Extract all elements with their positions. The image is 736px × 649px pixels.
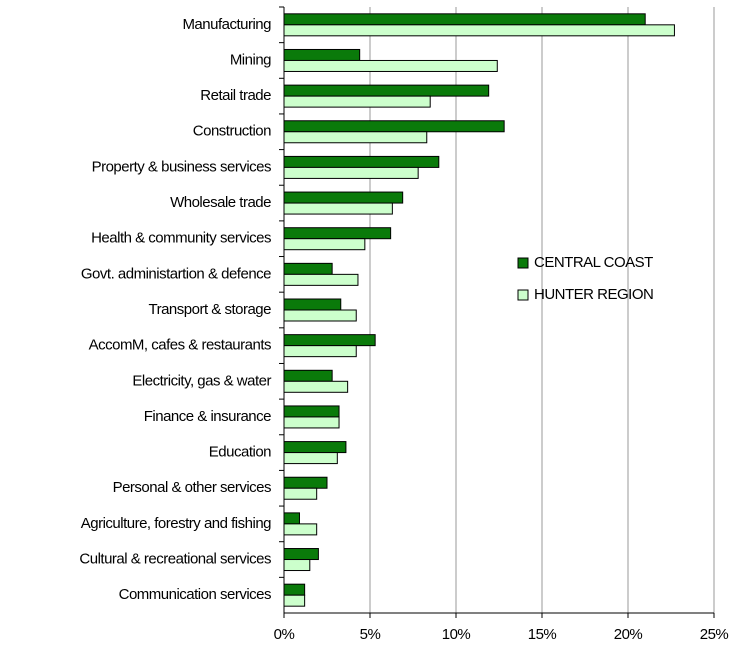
bar bbox=[283, 95, 431, 108]
bar bbox=[283, 227, 392, 240]
y-tick-label: Communication services bbox=[119, 586, 271, 603]
x-tick-label: 5% bbox=[360, 626, 381, 643]
bar bbox=[283, 120, 505, 133]
bar bbox=[283, 476, 328, 489]
y-tick-label: Health & community services bbox=[91, 230, 271, 247]
bar bbox=[283, 238, 366, 251]
x-tick-label: 15% bbox=[528, 626, 557, 643]
y-tick-label: AccomM, cafes & restaurants bbox=[89, 337, 271, 354]
bar bbox=[283, 369, 333, 382]
y-tick-label: Cultural & recreational services bbox=[79, 550, 271, 567]
bar bbox=[283, 594, 306, 607]
legend-label: HUNTER REGION bbox=[534, 286, 653, 303]
bar bbox=[283, 202, 393, 215]
bar bbox=[283, 24, 675, 37]
bar bbox=[283, 523, 318, 536]
y-tick-label: Education bbox=[209, 444, 271, 461]
bar bbox=[283, 334, 376, 347]
y-tick-label: Agriculture, forestry and fishing bbox=[81, 515, 271, 532]
y-tick-label: Personal & other services bbox=[113, 479, 271, 496]
bar bbox=[283, 48, 361, 61]
legend-swatch bbox=[517, 289, 529, 301]
bar bbox=[283, 273, 359, 286]
bar bbox=[283, 84, 490, 97]
bar bbox=[283, 583, 306, 596]
y-tick-label: Property & business services bbox=[92, 158, 271, 175]
bar bbox=[283, 262, 333, 275]
x-tick-label: 25% bbox=[700, 626, 729, 643]
bar bbox=[283, 487, 318, 500]
bar bbox=[283, 59, 498, 72]
bar bbox=[283, 191, 404, 204]
y-tick-label: Mining bbox=[230, 51, 271, 68]
bar bbox=[283, 345, 357, 358]
legend-label: CENTRAL COAST bbox=[534, 254, 653, 271]
x-tick-label: 20% bbox=[614, 626, 643, 643]
bar bbox=[283, 131, 428, 144]
x-tick-label: 0% bbox=[274, 626, 295, 643]
bar bbox=[283, 166, 419, 179]
bar bbox=[283, 155, 440, 168]
y-tick-label: Transport & storage bbox=[148, 301, 271, 318]
y-tick-label: Manufacturing bbox=[182, 16, 271, 33]
y-tick-label: Retail trade bbox=[200, 87, 271, 104]
y-tick-label: Electricity, gas & water bbox=[132, 372, 271, 389]
y-tick-label: Wholesale trade bbox=[170, 194, 271, 211]
bar bbox=[283, 559, 311, 572]
bar bbox=[283, 512, 300, 525]
legend-swatch bbox=[517, 257, 529, 269]
y-tick-label: Finance & insurance bbox=[144, 408, 271, 425]
x-tick-label: 10% bbox=[442, 626, 471, 643]
y-tick-label: Construction bbox=[193, 123, 271, 140]
bar bbox=[283, 380, 349, 393]
bar bbox=[283, 452, 338, 465]
bar bbox=[283, 309, 357, 322]
bar bbox=[283, 405, 340, 418]
bar bbox=[283, 441, 347, 454]
bar bbox=[283, 13, 646, 26]
bar bbox=[283, 416, 340, 429]
bar bbox=[283, 298, 342, 311]
y-tick-label: Govt. administartion & defence bbox=[81, 265, 271, 282]
bar bbox=[283, 548, 319, 561]
